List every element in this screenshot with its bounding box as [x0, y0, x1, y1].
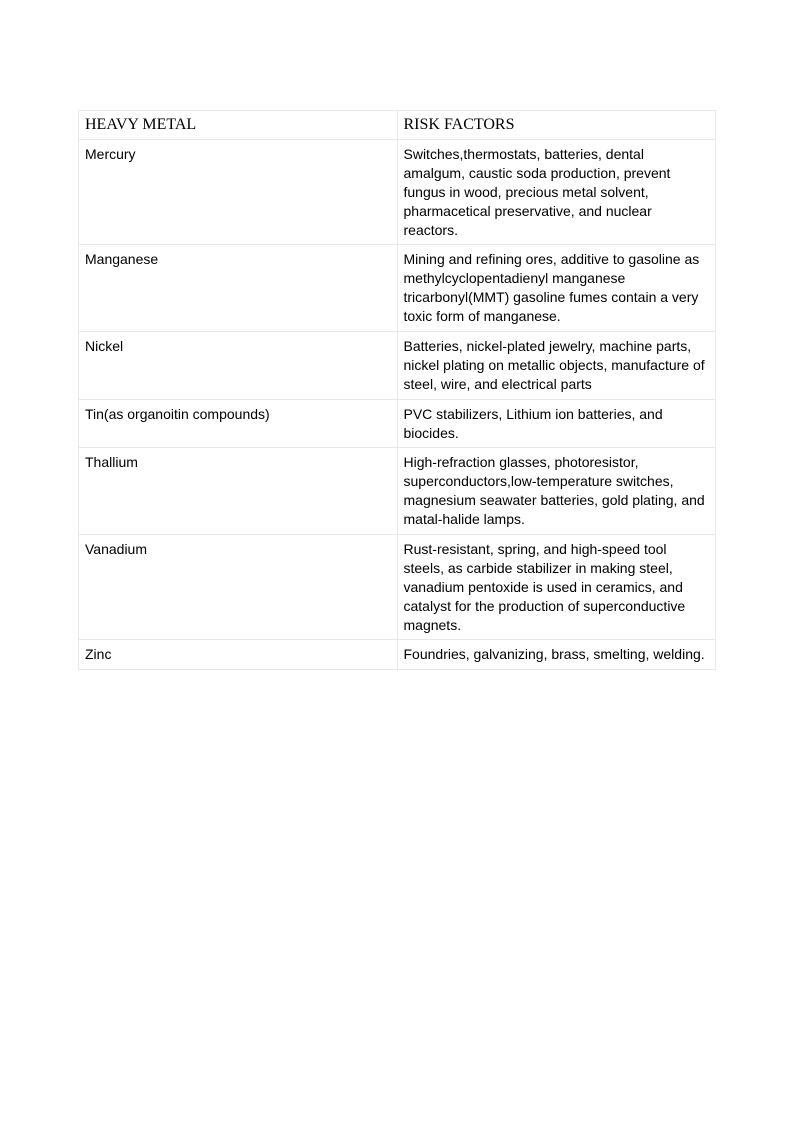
table-row: Mercury Switches,thermostats, batteries,… [79, 140, 716, 245]
col-header-heavy-metal: HEAVY METAL [79, 111, 398, 140]
table-row: Manganese Mining and refining ores, addi… [79, 245, 716, 332]
cell-metal: Mercury [79, 140, 398, 245]
table-row: Zinc Foundries, galvanizing, brass, smel… [79, 640, 716, 670]
cell-risk: Foundries, galvanizing, brass, smelting,… [397, 640, 716, 670]
table-row: Vanadium Rust-resistant, spring, and hig… [79, 535, 716, 640]
cell-metal: Zinc [79, 640, 398, 670]
cell-risk: Mining and refining ores, additive to ga… [397, 245, 716, 332]
cell-risk: High-refraction glasses, photoresistor, … [397, 448, 716, 535]
cell-metal: Thallium [79, 448, 398, 535]
table-header-row: HEAVY METAL RISK FACTORS [79, 111, 716, 140]
cell-metal: Nickel [79, 332, 398, 400]
cell-metal: Manganese [79, 245, 398, 332]
table-row: Nickel Batteries, nickel-plated jewelry,… [79, 332, 716, 400]
heavy-metal-table: HEAVY METAL RISK FACTORS Mercury Switche… [78, 110, 716, 670]
cell-risk: PVC stabilizers, Lithium ion batteries, … [397, 399, 716, 448]
table-row: Thallium High-refraction glasses, photor… [79, 448, 716, 535]
col-header-risk-factors: RISK FACTORS [397, 111, 716, 140]
cell-risk: Rust-resistant, spring, and high-speed t… [397, 535, 716, 640]
table-row: Tin(as organoitin compounds) PVC stabili… [79, 399, 716, 448]
cell-risk: Switches,thermostats, batteries, dental … [397, 140, 716, 245]
cell-metal: Tin(as organoitin compounds) [79, 399, 398, 448]
cell-risk: Batteries, nickel-plated jewelry, machin… [397, 332, 716, 400]
cell-metal: Vanadium [79, 535, 398, 640]
